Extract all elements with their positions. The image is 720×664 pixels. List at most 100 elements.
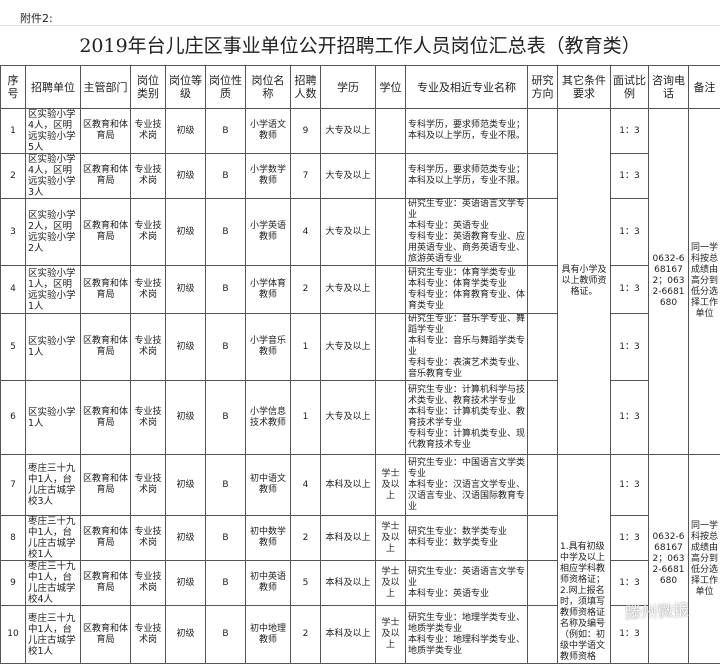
cell-dept: 区教育和体育局	[81, 516, 131, 561]
blank-row	[0, 0, 720, 26]
cell-major: 研究生专业：数学类专业 本科专业：数学类专业	[406, 516, 528, 561]
cell-no: 3	[1, 199, 26, 266]
cell-edu: 本科及以上	[321, 606, 376, 664]
cell-dept: 区教育和体育局	[81, 314, 131, 381]
cell-cat: 专业技术岗	[131, 109, 166, 154]
cell-count: 5	[291, 561, 321, 606]
cell-edu: 大专及以上	[321, 154, 376, 199]
cell-unit: 枣庄三十九中1人，台儿庄古城学校1人	[26, 606, 81, 664]
cell-degree	[376, 266, 406, 314]
cell-edu: 本科及以上	[321, 516, 376, 561]
column-header: 招聘单位	[26, 66, 81, 109]
cell-major: 研究生专业：地理学类专业、地质学类专业 本科专业：地理科学类专业、地质学类专业	[406, 606, 528, 664]
cell-level: 初级	[166, 455, 206, 516]
cell-count: 4	[291, 199, 321, 266]
cell-major: 研究生专业：英语语言文学专业 本科专业：英语专业	[406, 561, 528, 606]
cell-research	[528, 606, 558, 664]
cell-level: 初级	[166, 109, 206, 154]
page-title: 2019年台儿庄区事业单位公开招聘工作人员岗位汇总表（教育类）	[0, 31, 720, 58]
cell-ratio: 1：3	[611, 266, 649, 314]
cell-level: 初级	[166, 314, 206, 381]
cell-cat: 专业技术岗	[131, 154, 166, 199]
cell-major: 研究生专业：中国语言文学类专业 本科专业：汉语言文学专业、汉语言专业、汉语国际教…	[406, 455, 528, 516]
cell-phone: 0632-6681672；0632-6681680	[649, 109, 689, 455]
cell-name: 小学信息技术教师	[246, 381, 291, 455]
cell-no: 6	[1, 381, 26, 455]
cell-name: 初中数学教师	[246, 516, 291, 561]
cell-no: 9	[1, 561, 26, 606]
cell-count: 2	[291, 516, 321, 561]
cell-degree: 学士及以上	[376, 561, 406, 606]
cell-nature: B	[206, 154, 246, 199]
cell-edu: 本科及以上	[321, 561, 376, 606]
cell-nature: B	[206, 314, 246, 381]
cell-ratio: 1：3	[611, 199, 649, 266]
cell-cat: 专业技术岗	[131, 455, 166, 516]
column-header: 招聘人数	[291, 66, 321, 109]
cell-edu: 大专及以上	[321, 266, 376, 314]
cell-count: 2	[291, 266, 321, 314]
cell-major: 研究生专业：英语语言文学专业 本科专业：英语专业 专科专业：英语教育专业、应用英…	[406, 199, 528, 266]
cell-level: 初级	[166, 561, 206, 606]
cell-dept: 区教育和体育局	[81, 606, 131, 664]
column-header: 研究方向	[528, 66, 558, 109]
cell-major: 专科学历，要求师范类专业；本科及以上学历，专业不限。	[406, 154, 528, 199]
cell-research	[528, 154, 558, 199]
positions-table: 序号招聘单位主管部门岗位类别岗位等级岗位性质岗位名称招聘人数学历学位专业及相近专…	[0, 65, 720, 664]
cell-dept: 区教育和体育局	[81, 381, 131, 455]
cell-cat: 专业技术岗	[131, 314, 166, 381]
cell-conditions: 具有小学及以上教师资格证。	[558, 109, 611, 455]
cell-no: 10	[1, 606, 26, 664]
cell-name: 初中英语教师	[246, 561, 291, 606]
column-header: 咨询电话	[649, 66, 689, 109]
cell-cat: 专业技术岗	[131, 606, 166, 664]
cell-research	[528, 109, 558, 154]
cell-research	[528, 561, 558, 606]
cell-unit: 区实验小学4人，区明远实验小学3人	[26, 154, 81, 199]
cell-edu: 大专及以上	[321, 109, 376, 154]
cell-major: 研究生专业：音乐学专业、舞蹈学专业 本科专业：音乐与舞蹈学类专业 专科专业：表演…	[406, 314, 528, 381]
column-header: 学历	[321, 66, 376, 109]
cell-no: 5	[1, 314, 26, 381]
cell-no: 2	[1, 154, 26, 199]
cell-cat: 专业技术岗	[131, 199, 166, 266]
cell-count: 4	[291, 455, 321, 516]
column-header: 主管部门	[81, 66, 131, 109]
cell-count: 7	[291, 154, 321, 199]
cell-research	[528, 314, 558, 381]
column-header: 面试比例	[611, 66, 649, 109]
cell-nature: B	[206, 381, 246, 455]
cell-nature: B	[206, 199, 246, 266]
cell-dept: 区教育和体育局	[81, 154, 131, 199]
cell-degree	[376, 314, 406, 381]
column-header: 岗位性质	[206, 66, 246, 109]
cell-dept: 区教育和体育局	[81, 455, 131, 516]
cell-no: 8	[1, 516, 26, 561]
cell-unit: 区实验小学4人，区明远实验小学5人	[26, 109, 81, 154]
cell-nature: B	[206, 516, 246, 561]
cell-nature: B	[206, 561, 246, 606]
cell-name: 小学语文教师	[246, 109, 291, 154]
cell-unit: 枣庄三十九中1人，台儿庄古城学校4人	[26, 561, 81, 606]
cell-nature: B	[206, 266, 246, 314]
cell-major: 专科学历，要求师范类专业；本科及以上学历，专业不限。	[406, 109, 528, 154]
cell-edu: 大专及以上	[321, 199, 376, 266]
cell-ratio: 1：3	[611, 381, 649, 455]
cell-level: 初级	[166, 154, 206, 199]
cell-dept: 区教育和体育局	[81, 199, 131, 266]
cell-unit: 区实验小学1人	[26, 381, 81, 455]
cell-ratio: 1：3	[611, 109, 649, 154]
cell-ratio: 1：3	[611, 314, 649, 381]
cell-nature: B	[206, 606, 246, 664]
cell-unit: 区实验小学1人	[26, 314, 81, 381]
cell-dept: 区教育和体育局	[81, 266, 131, 314]
cell-name: 小学体育教师	[246, 266, 291, 314]
cell-no: 4	[1, 266, 26, 314]
